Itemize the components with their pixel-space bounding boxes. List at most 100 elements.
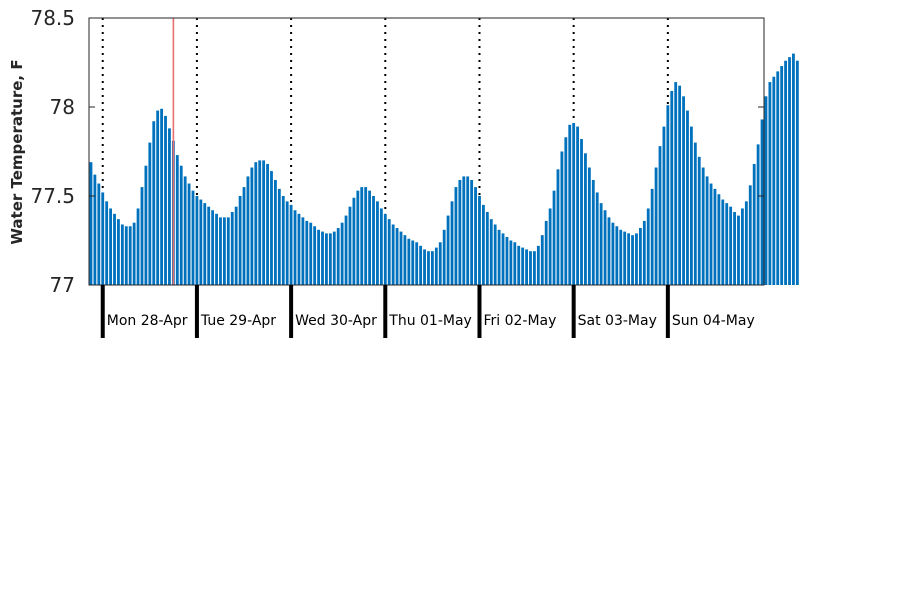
temperature-bar — [489, 219, 493, 285]
temperature-bar — [305, 220, 309, 285]
temperature-bar — [615, 226, 619, 285]
temperature-bar — [419, 245, 423, 285]
temperature-bar — [795, 60, 799, 285]
temperature-bar — [199, 199, 203, 285]
temperature-bar — [175, 155, 179, 285]
temperature-bar — [222, 217, 226, 285]
temperature-bar — [603, 210, 607, 285]
temperature-bar — [124, 226, 128, 285]
temperature-bar — [136, 208, 140, 285]
temperature-bar — [470, 179, 474, 285]
y-tick-label: 77.5 — [30, 184, 75, 208]
temperature-bar — [270, 171, 273, 285]
temperature-bar — [513, 242, 517, 285]
temperature-bar — [309, 222, 313, 285]
temperature-bar — [250, 167, 254, 285]
temperature-bar — [234, 206, 238, 285]
temperature-bar — [352, 197, 356, 285]
temperature-bar — [729, 206, 733, 285]
temperature-bar — [607, 217, 611, 285]
temperature-bar — [458, 179, 462, 285]
temperature-bar — [156, 110, 160, 285]
temperature-bar — [399, 231, 403, 285]
temperature-bar — [415, 242, 419, 285]
temperature-bar — [277, 188, 281, 285]
temperature-bar — [705, 176, 709, 285]
temperature-bar — [576, 126, 580, 285]
temperature-bar — [332, 231, 336, 285]
temperature-bar — [481, 204, 485, 285]
temperature-bar — [403, 235, 407, 285]
temperature-bar — [258, 160, 262, 285]
temperature-bar — [650, 188, 654, 285]
temperature-bar — [493, 224, 497, 285]
temperature-bar — [760, 119, 764, 286]
temperature-bar — [733, 212, 736, 285]
temperature-bar — [709, 183, 713, 285]
temperature-bar — [160, 108, 164, 285]
temperature-bar — [101, 192, 105, 285]
temperature-bar — [391, 224, 395, 285]
temperature-bar — [454, 187, 458, 285]
temperature-bar — [434, 247, 438, 285]
temperature-bar — [336, 228, 340, 285]
temperature-bar — [168, 128, 171, 285]
day-label: Tue 29-Apr — [200, 313, 276, 329]
temperature-bar — [438, 242, 442, 285]
temperature-bar — [148, 142, 152, 285]
temperature-bar — [364, 187, 368, 285]
temperature-bar — [262, 160, 266, 285]
temperature-bar — [423, 249, 426, 285]
temperature-bar — [478, 196, 481, 285]
temperature-bar — [552, 190, 556, 285]
temperature-bar — [117, 219, 120, 285]
temperature-bar — [748, 185, 752, 285]
day-label: Thu 01-May — [388, 313, 472, 329]
temperature-bar — [105, 201, 109, 285]
temperature-bar — [348, 206, 352, 285]
temperature-bar — [128, 226, 132, 285]
temperature-bar — [93, 174, 97, 285]
temperature-bar — [689, 126, 693, 285]
temperature-bar — [595, 192, 599, 285]
temperature-bar — [752, 163, 756, 285]
temperature-bar — [682, 96, 685, 285]
temperature-bar — [509, 240, 513, 285]
temperature-bar — [548, 208, 552, 285]
temperature-bar — [274, 179, 277, 285]
temperature-bar — [623, 231, 627, 285]
temperature-bar — [564, 137, 568, 285]
temperature-bar — [568, 124, 572, 285]
temperature-bar — [717, 194, 721, 285]
temperature-bar — [725, 203, 729, 285]
y-axis-ticks: 77 77.5 78 78.5 — [30, 6, 764, 297]
temperature-bar — [485, 212, 489, 285]
temperature-bar — [360, 187, 364, 285]
temperature-bar — [430, 251, 434, 285]
temperature-bar — [372, 196, 375, 285]
temperature-bar — [109, 208, 112, 285]
temperature-bar — [427, 251, 430, 285]
temperature-bar — [113, 213, 116, 285]
temperature-bar — [446, 215, 450, 285]
temperature-bar — [772, 76, 776, 286]
temperature-bar — [505, 236, 509, 285]
temperature-bar — [674, 82, 678, 285]
temperature-bar — [317, 229, 320, 285]
temperature-bar — [697, 156, 701, 285]
temperature-bar — [183, 176, 187, 285]
temperature-bar — [383, 213, 387, 285]
temperature-bar — [635, 233, 638, 285]
temperature-bar — [313, 226, 317, 285]
day-label: Mon 28-Apr — [107, 313, 188, 329]
temperature-bar — [619, 229, 623, 285]
temperature-bar — [344, 215, 348, 285]
axes-frame — [88, 17, 765, 286]
axes — [88, 17, 765, 286]
temperature-bar — [631, 235, 634, 285]
day-label: Sun 04-May — [672, 313, 755, 329]
temperature-bar — [788, 57, 791, 285]
temperature-bar — [525, 249, 528, 285]
temperature-bar — [584, 153, 587, 285]
